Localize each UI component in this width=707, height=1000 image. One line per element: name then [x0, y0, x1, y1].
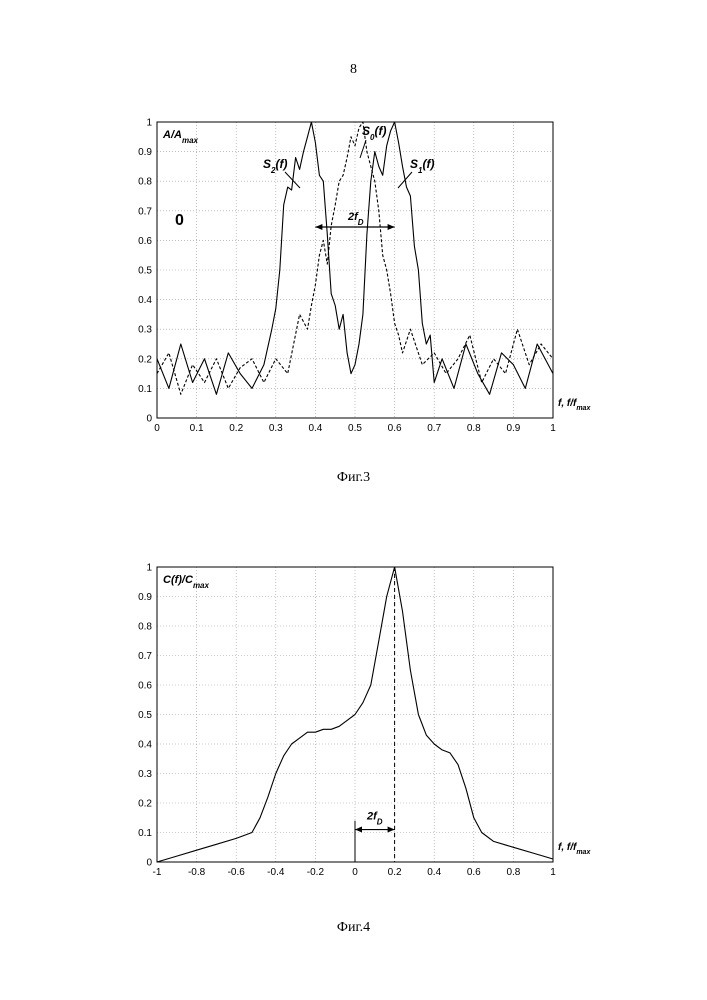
span-arrowhead-right — [388, 827, 395, 833]
y-tick-label: 0.8 — [138, 622, 152, 633]
y-tick-label: 0.4 — [138, 740, 152, 751]
x-tick-label: -0.4 — [267, 867, 285, 878]
x-tick-label: 0.8 — [506, 867, 520, 878]
span-arrowhead-left — [355, 827, 362, 833]
y-tick-label: 0.5 — [138, 710, 152, 721]
label-span: 2fD — [366, 811, 383, 827]
y-tick-label: 0.6 — [138, 681, 152, 692]
x-axis-label: f, f/fmax — [558, 842, 591, 856]
x-tick-label: 1 — [550, 867, 556, 878]
y-tick-label: 0.9 — [138, 592, 152, 603]
y-tick-label: 0.1 — [138, 828, 152, 839]
x-tick-label: 0.2 — [388, 867, 402, 878]
x-tick-label: -0.2 — [307, 867, 325, 878]
y-tick-label: 0.3 — [138, 769, 152, 780]
x-tick-label: -0.8 — [188, 867, 206, 878]
x-tick-label: 0 — [352, 867, 358, 878]
y-tick-label: 0.2 — [138, 799, 152, 810]
x-tick-label: 0.4 — [427, 867, 441, 878]
y-tick-label: 1 — [146, 563, 152, 574]
caption-fig4: Фиг.4 — [0, 920, 707, 936]
x-tick-label: -0.6 — [228, 867, 246, 878]
x-tick-label: 0.6 — [467, 867, 481, 878]
x-tick-label: -1 — [153, 867, 162, 878]
y-tick-label: 0 — [146, 858, 152, 869]
y-axis-label: C(f)/Cmax — [163, 574, 210, 590]
y-tick-label: 0.7 — [138, 651, 152, 662]
